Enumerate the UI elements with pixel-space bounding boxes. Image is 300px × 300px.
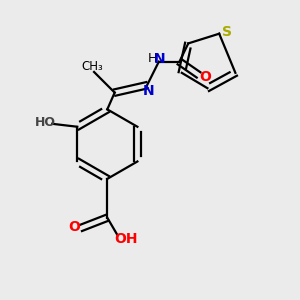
Text: CH₃: CH₃ xyxy=(82,60,104,73)
Text: O: O xyxy=(68,220,80,234)
Text: N: N xyxy=(154,52,166,66)
Text: H: H xyxy=(148,52,157,65)
Text: O: O xyxy=(199,70,211,84)
Text: S: S xyxy=(222,25,233,39)
Text: N: N xyxy=(143,83,154,98)
Text: HO: HO xyxy=(35,116,56,129)
Text: OH: OH xyxy=(115,232,138,246)
